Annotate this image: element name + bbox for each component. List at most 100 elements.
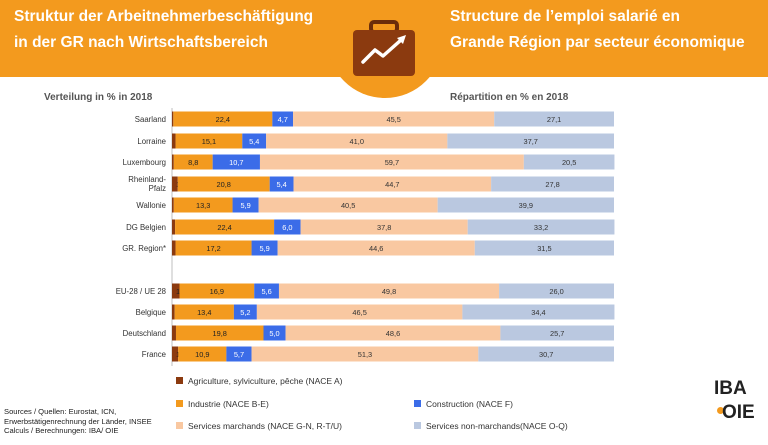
bar-segment (233, 304, 257, 320)
category-label: Luxembourg (123, 158, 166, 167)
sources-note: Sources / Quellen: Eurostat, ICN, Erwerb… (4, 407, 264, 436)
legend-label: Industrie (NACE B-E) (188, 398, 269, 409)
data-label: 5,2 (240, 308, 250, 317)
data-label: 40,5 (341, 201, 355, 210)
bar-segment (173, 111, 273, 127)
briefcase-chart-icon (353, 20, 415, 76)
legend-swatch (176, 377, 183, 385)
bar-segment (293, 111, 495, 127)
data-label: 25,7 (550, 329, 564, 338)
data-label: 59,7 (385, 158, 399, 167)
data-label: 27,8 (545, 180, 559, 189)
data-label: 20,8 (217, 180, 231, 189)
data-label: 5,4 (249, 137, 259, 146)
header-badge (327, 0, 443, 98)
data-label: 20,5 (562, 158, 576, 167)
category-label: Saarland (135, 115, 166, 124)
data-label: 44,7 (385, 180, 399, 189)
bar-segment (500, 325, 614, 341)
category-label: Rheinland-Pfalz (128, 175, 166, 193)
bar-segment (172, 176, 178, 192)
data-label: 5,9 (240, 201, 250, 210)
title-german-line2: in der GR nach Wirtschaftsbereich (14, 34, 268, 51)
iba-oie-logo: IBA OIE (714, 378, 760, 426)
bar-segment (212, 154, 260, 170)
legend-item: Services non-marchands(NACE O-Q) (414, 420, 568, 434)
legend-swatch (176, 422, 183, 430)
legend-item: Agriculture, sylviculture, pêche (NACE A… (176, 375, 342, 389)
bar-segment (474, 240, 614, 256)
data-label: 5,0 (269, 329, 279, 338)
bar-segment (172, 133, 176, 149)
data-label: 5,4 (276, 180, 286, 189)
data-label: 4,7 (278, 115, 288, 124)
bar-segment (242, 133, 267, 149)
data-label: 17,2 (206, 244, 220, 253)
bar-segment (172, 219, 176, 235)
data-label: 44,6 (369, 244, 383, 253)
bar-segment (177, 176, 270, 192)
data-label: 10,9 (195, 350, 209, 359)
bar-segment (523, 154, 615, 170)
data-label: 30,7 (539, 350, 553, 359)
data-label: 46,5 (352, 308, 366, 317)
bar-segment (173, 154, 213, 170)
data-label: 48,6 (386, 329, 400, 338)
bar-segment (172, 304, 175, 320)
data-label: 39,9 (519, 201, 533, 210)
title-french-line2: Grande Région par secteur économique (450, 34, 745, 51)
data-label: 13,4 (197, 308, 211, 317)
legend-item: Industrie (NACE B-E) (176, 398, 269, 412)
title-french: Structure de l’emploi salarié en Grande … (450, 4, 762, 56)
data-label: 10,7 (229, 158, 243, 167)
subtitle-german: Verteilung in % in 2018 (44, 92, 153, 103)
data-label: 27,1 (547, 115, 561, 124)
bar-segment (293, 176, 492, 192)
bar-segment (462, 304, 615, 320)
category-label: EU-28 / UE 28 (116, 287, 166, 296)
legend-item: Services marchands (NACE G-N, R-T/U) (176, 420, 342, 434)
bar-segment (175, 133, 243, 149)
bar-segment (175, 219, 275, 235)
category-label: GR. Region* (122, 244, 166, 253)
data-label: 33,2 (534, 223, 548, 232)
category-label: Deutschland (123, 329, 166, 338)
data-label: 16,9 (210, 287, 224, 296)
bar-segment (277, 240, 475, 256)
bar-segment (251, 346, 479, 362)
bar-segment (258, 197, 438, 213)
bar-segment (172, 154, 174, 170)
data-label: 41,0 (350, 137, 364, 146)
data-label: 8,8 (188, 158, 198, 167)
logo-dot (717, 407, 724, 414)
bar-segment (491, 176, 614, 192)
bar-segment (251, 240, 278, 256)
bar-segment (172, 111, 174, 127)
bar-segment (173, 197, 233, 213)
title-french-line1: Structure de l’emploi salarié en (450, 8, 680, 25)
bar-segment (285, 325, 501, 341)
sources-line3: Calculs / Berechnungen: IBA/ OIE (4, 426, 119, 436)
bar-segment (259, 154, 524, 170)
bar-segment (174, 304, 234, 320)
legend-label: Services non-marchands(NACE O-Q) (426, 420, 568, 431)
bar-segment (263, 325, 286, 341)
bar-segment (172, 325, 176, 341)
bar-segment (447, 133, 614, 149)
data-label: 5,9 (259, 244, 269, 253)
sources-line1: Sources / Quellen: Eurostat, ICN, (4, 407, 117, 416)
bar-segment (256, 304, 463, 320)
data-label: 37,8 (377, 223, 391, 232)
category-label: Lorraine (137, 137, 166, 146)
bar-segment (274, 219, 301, 235)
data-label: 49,8 (382, 287, 396, 296)
bar-segment (437, 197, 614, 213)
bar-segment (172, 346, 179, 362)
data-label: 19,8 (213, 329, 227, 338)
bar-segment (175, 240, 252, 256)
legend-swatch (414, 400, 421, 408)
data-label: 45,5 (386, 115, 400, 124)
bar-segment (494, 111, 614, 127)
